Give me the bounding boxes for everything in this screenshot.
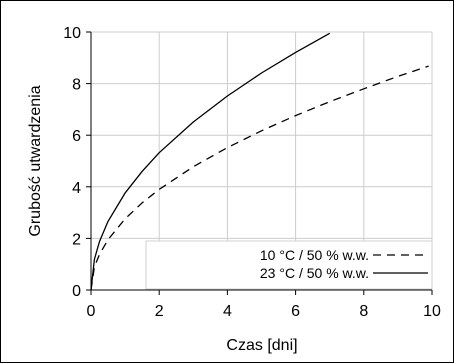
legend-label-series-2: 23 °C / 50 % w.w. <box>260 265 369 281</box>
y-tick-labels: 0 2 4 6 8 10 <box>63 25 91 300</box>
y-tick-label-3: 6 <box>72 128 81 145</box>
legend: 10 °C / 50 % w.w. 23 °C / 50 % w.w. <box>145 240 433 290</box>
legend-box <box>145 240 433 290</box>
y-tick-label-1: 2 <box>72 231 81 248</box>
series-lines <box>90 32 429 291</box>
y-tick-label-2: 4 <box>72 180 81 197</box>
series-line-1 <box>90 65 429 291</box>
x-tick-label-4: 8 <box>359 303 368 320</box>
axes <box>90 32 432 291</box>
legend-label-series-1: 10 °C / 50 % w.w. <box>260 247 369 263</box>
x-tick-label-1: 2 <box>155 303 164 320</box>
x-tick-label-3: 6 <box>291 303 300 320</box>
y-tick-label-5: 10 <box>63 25 81 42</box>
x-tick-label-5: 10 <box>423 303 441 320</box>
x-tick-labels: 0 2 4 6 8 10 <box>87 290 441 320</box>
y-axis-label: Grubość utwardzenia <box>27 85 44 236</box>
x-tick-label-0: 0 <box>87 303 96 320</box>
series-line-2 <box>90 32 331 291</box>
x-axis-label: Czas [dni] <box>226 337 297 354</box>
x-tick-label-2: 4 <box>223 303 232 320</box>
y-tick-label-0: 0 <box>72 283 81 300</box>
y-tick-label-4: 8 <box>72 77 81 94</box>
